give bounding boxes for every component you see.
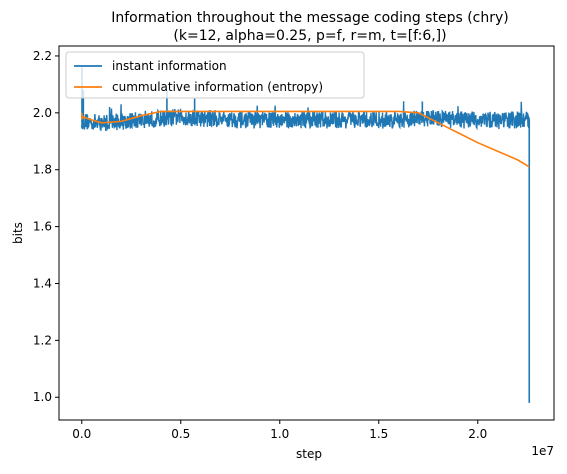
x-axis: 0.0 0.5 1.0 1.5 2.0 [72, 420, 487, 441]
y-tick-label: 1.4 [33, 276, 52, 290]
x-axis-label: step [296, 447, 322, 461]
chart-subtitle: (k=12, alpha=0.25, p=f, r=m, t=[f:6,]) [173, 28, 446, 44]
y-tick-label: 1.6 [33, 220, 52, 234]
x-tick-label: 1.0 [270, 427, 289, 441]
y-tick-label: 1.0 [33, 390, 52, 404]
axes-frame [58, 45, 555, 421]
y-tick-label: 1.8 [33, 163, 52, 177]
x-tick-label: 1.5 [369, 427, 388, 441]
series-cumulative-information-line [80, 110, 530, 168]
y-tick-label: 1.2 [33, 333, 52, 347]
y-tick-label: 2.2 [33, 49, 52, 63]
legend: instant information cummulative informati… [65, 51, 365, 99]
series-instant-information-line [81, 101, 530, 132]
x-tick-label: 0.5 [171, 427, 190, 441]
x-tick-label: 2.0 [468, 427, 487, 441]
legend-box [65, 51, 365, 99]
plot-area [80, 67, 531, 403]
y-tick-label: 2.0 [33, 106, 52, 120]
y-axis: 1.0 1.2 1.4 1.6 1.8 2.0 2.2 [33, 49, 59, 404]
legend-label: cummulative information (entropy) [112, 80, 323, 94]
x-tick-label: 0.0 [72, 427, 91, 441]
chart-title: Information throughout the message codin… [111, 10, 508, 26]
legend-label: instant information [112, 59, 227, 73]
y-axis-label: bits [11, 222, 25, 244]
x-axis-offset-label: 1e7 [531, 444, 554, 458]
